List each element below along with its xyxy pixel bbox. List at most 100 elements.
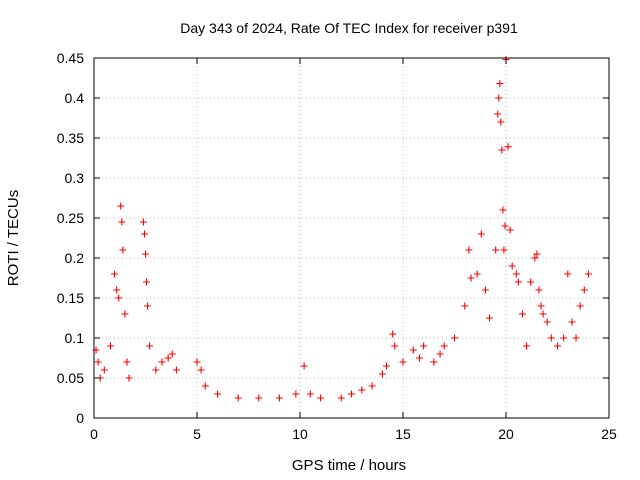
data-point	[164, 354, 172, 362]
data-point	[492, 246, 500, 254]
data-point	[113, 286, 121, 294]
data-point	[415, 354, 423, 362]
data-point	[572, 334, 580, 342]
y-tick-label: 0.4	[65, 90, 85, 106]
data-point	[158, 358, 166, 366]
data-point	[440, 342, 448, 350]
x-tick-label: 0	[90, 426, 98, 442]
data-point	[255, 394, 263, 402]
x-tick-label: 5	[193, 426, 201, 442]
data-point	[420, 342, 428, 350]
data-point	[496, 80, 504, 88]
data-point	[348, 390, 355, 398]
y-axis-label: ROTI / TECUs	[5, 190, 22, 286]
data-point	[500, 246, 508, 254]
data-point	[498, 146, 506, 154]
data-point	[106, 342, 114, 350]
chart-title: Day 343 of 2024, Rate Of TEC Index for r…	[180, 20, 518, 36]
data-point	[477, 230, 485, 238]
data-point	[560, 334, 568, 342]
data-point	[486, 314, 494, 322]
data-point	[584, 270, 592, 278]
data-point	[537, 302, 545, 310]
data-point	[144, 302, 152, 310]
data-point	[409, 346, 417, 354]
data-point	[508, 262, 516, 270]
data-point	[139, 218, 147, 226]
data-point	[564, 270, 572, 278]
data-point	[497, 118, 505, 126]
data-points	[92, 56, 592, 402]
data-point	[501, 222, 509, 230]
data-point	[115, 294, 123, 302]
data-point	[117, 202, 125, 210]
data-point	[535, 286, 543, 294]
data-point	[275, 394, 283, 402]
x-tick-label: 25	[601, 426, 617, 442]
y-tick-label: 0.05	[57, 370, 84, 386]
y-tick-label: 0.1	[65, 330, 85, 346]
data-point	[481, 286, 489, 294]
data-point	[358, 386, 366, 394]
y-tick-label: 0.3	[65, 170, 85, 186]
data-point	[317, 394, 325, 402]
data-point	[506, 226, 514, 234]
data-point	[140, 230, 148, 238]
data-point	[337, 394, 345, 402]
data-point	[467, 274, 475, 282]
data-point	[389, 330, 397, 338]
data-point	[143, 278, 151, 286]
data-point	[146, 342, 154, 350]
data-point	[306, 390, 314, 398]
y-tick-label: 0	[76, 410, 84, 426]
data-point	[518, 310, 526, 318]
data-point	[197, 366, 205, 374]
data-point	[568, 318, 576, 326]
data-point	[436, 350, 444, 358]
data-point	[214, 390, 222, 398]
plot-frame	[93, 57, 610, 419]
data-point	[499, 206, 507, 214]
data-point	[533, 250, 541, 258]
data-point	[523, 342, 531, 350]
data-point	[172, 366, 180, 374]
data-point	[576, 302, 584, 310]
data-point	[378, 370, 386, 378]
data-point	[580, 286, 588, 294]
data-point	[430, 358, 438, 366]
data-point	[125, 374, 133, 382]
y-tick-label: 0.15	[57, 290, 84, 306]
data-point	[234, 394, 242, 402]
data-point	[527, 278, 535, 286]
data-point	[391, 342, 399, 350]
data-point	[111, 270, 119, 278]
y-tick-label: 0.2	[65, 250, 85, 266]
y-tick-label: 0.45	[57, 50, 84, 66]
x-tick-label: 15	[395, 426, 411, 442]
data-point	[539, 310, 547, 318]
data-point	[201, 382, 209, 390]
data-point	[193, 358, 201, 366]
data-point	[494, 110, 502, 118]
data-point	[465, 246, 473, 254]
x-tick-label: 10	[292, 426, 308, 442]
data-point	[554, 342, 561, 350]
data-point	[504, 143, 512, 151]
axis-ticks: 0 5 10 15 20 25 0 0.05 0.1 0.15 0.2 0.25 0.3 0.35 0.4 0…	[57, 50, 617, 442]
data-point	[512, 270, 520, 278]
data-point	[168, 350, 176, 358]
data-point	[292, 390, 300, 398]
y-tick-label: 0.25	[57, 210, 84, 226]
data-point	[94, 358, 102, 366]
data-point	[531, 254, 539, 262]
grid	[94, 58, 609, 418]
data-point	[495, 94, 503, 102]
data-point	[451, 334, 458, 342]
data-point	[142, 250, 149, 258]
data-point	[368, 382, 376, 390]
data-point	[399, 358, 407, 366]
data-point	[123, 358, 131, 366]
data-point	[514, 278, 522, 286]
data-point	[461, 302, 469, 310]
data-point	[119, 246, 127, 254]
